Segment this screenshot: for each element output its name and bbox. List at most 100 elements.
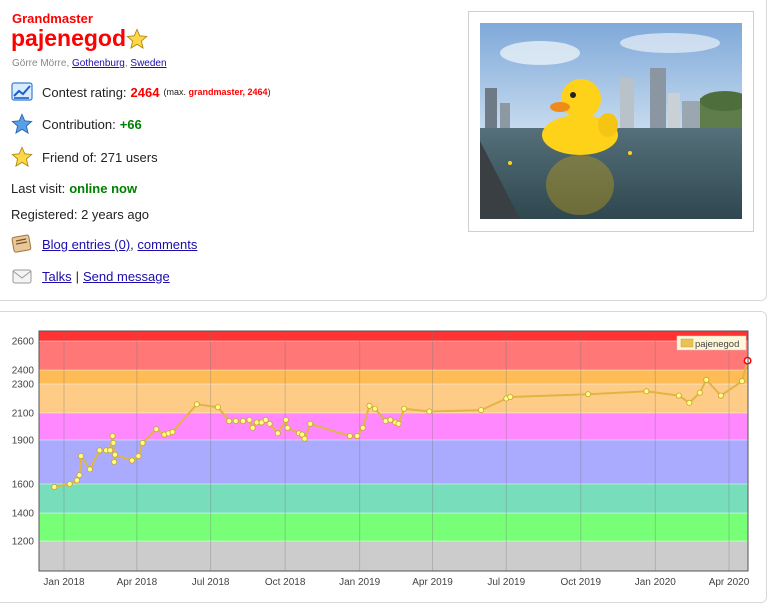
rating-band: [39, 341, 748, 370]
contest-rating-label: Contest rating:: [42, 84, 127, 100]
rating-point: [346, 433, 353, 440]
rating-point: [307, 420, 314, 427]
rating-band: [39, 331, 748, 341]
rating-point: [703, 376, 710, 383]
x-tick-label: Apr 2018: [117, 577, 158, 588]
rating-point: [76, 472, 83, 479]
send-message-link[interactable]: Send message: [83, 268, 170, 284]
blog-entries-link[interactable]: Blog entries (0): [42, 236, 131, 252]
rating-point: [354, 433, 361, 440]
rating-point: [109, 433, 116, 440]
max-rating-rank: grandmaster,: [188, 87, 246, 97]
talks-row: Talks | Send message: [11, 265, 170, 287]
rating-series: [51, 356, 752, 490]
friend-of-text: Friend of: 271 users: [42, 149, 158, 165]
user-handle[interactable]: pajenegod: [11, 25, 127, 51]
x-axis-ticks: Jan 2018 Apr 2018 Jul 2018 Oct 2018 Jan 2019…: [43, 577, 749, 588]
rating-point: [74, 477, 81, 484]
rating-point: [51, 483, 58, 490]
last-visit-value: online now: [69, 181, 138, 196]
rating-point: [675, 392, 682, 399]
rating-band: [39, 513, 748, 541]
y-tick-label: 2400: [12, 366, 35, 377]
city-link[interactable]: Gothenburg: [72, 58, 125, 69]
rating-point: [153, 426, 160, 433]
max-rating: (max. grandmaster, 2464): [163, 87, 270, 97]
rating-point: [284, 424, 291, 431]
avatar-photo: [480, 23, 742, 219]
blue-star-icon: [11, 113, 33, 135]
rating-point: [696, 389, 703, 396]
x-tick-label: Jan 2018: [43, 577, 85, 588]
rating-point: [78, 453, 85, 460]
rating-point: [382, 418, 389, 425]
y-tick-label: 1900: [12, 436, 35, 447]
comments-link[interactable]: comments: [137, 236, 198, 252]
rating-point: [371, 405, 378, 412]
x-tick-label: Jul 2018: [192, 577, 230, 588]
rating-point: [359, 424, 366, 431]
y-tick-label: 2600: [12, 337, 35, 348]
y-tick-label: 2100: [12, 409, 35, 420]
rating-point: [739, 378, 746, 385]
friend-of-row: Friend of: 271 users: [11, 146, 158, 168]
contest-rating-row: Contest rating: 2464 (max. grandmaster, …: [11, 81, 271, 103]
rating-band: [39, 413, 748, 440]
rating-band: [39, 384, 748, 413]
rating-chart: 1200 1400 1600 1900 2100 2300 2400 2600 Jan 201…: [12, 330, 752, 588]
rating-point: [274, 430, 281, 437]
y-tick-label: 1400: [12, 509, 35, 520]
gold-star-icon: [11, 146, 33, 168]
max-rating-suffix: ): [267, 87, 271, 97]
rating-band: [39, 370, 748, 384]
chart-legend: pajenegod: [676, 335, 747, 351]
talks-link[interactable]: Talks: [42, 268, 72, 284]
rating-point: [66, 480, 73, 487]
rating-point: [169, 428, 176, 435]
last-visit-row: Last visit: online now: [11, 181, 137, 196]
x-tick-label: Apr 2020: [709, 577, 750, 588]
rating-point: [717, 392, 724, 399]
x-tick-label: Jan 2019: [339, 577, 381, 588]
talks-separator: |: [75, 268, 80, 284]
rating-point: [585, 391, 592, 398]
contribution-value: +66: [119, 116, 142, 132]
rank-title: Grandmaster: [12, 11, 93, 26]
plot-frame: [38, 330, 749, 572]
legend-entry: pajenegod: [695, 339, 739, 350]
rating-point: [135, 453, 142, 460]
contribution-label: Contribution:: [42, 116, 116, 132]
rating-point: [214, 404, 221, 411]
rating-point: [395, 420, 402, 427]
rating-band: [39, 484, 748, 513]
rating-point: [96, 447, 103, 454]
legend-box: [676, 335, 747, 351]
rating-chart-icon: [11, 81, 33, 103]
y-tick-label: 1600: [12, 480, 35, 491]
rating-point: [507, 394, 514, 401]
envelope-icon: [11, 265, 33, 287]
rating-point: [266, 420, 273, 427]
rating-point: [401, 405, 408, 412]
registered-row: Registered: 2 years ago: [11, 207, 149, 222]
rating-point: [258, 419, 265, 426]
blog-icon: [11, 233, 33, 255]
rating-point: [686, 399, 693, 406]
x-tick-label: Apr 2019: [412, 577, 453, 588]
last-visit-label: Last visit:: [11, 181, 66, 196]
registered-text: Registered: 2 years ago: [11, 207, 150, 222]
rating-point: [107, 447, 114, 454]
rating-point: [226, 418, 233, 425]
rating-point: [139, 439, 146, 446]
country-link[interactable]: Sweden: [130, 58, 167, 69]
rating-point: [366, 402, 373, 409]
rating-point: [86, 466, 93, 473]
rating-point: [301, 435, 308, 442]
legend-swatch: [680, 338, 694, 348]
rating-point: [246, 416, 253, 423]
rating-point: [112, 451, 119, 458]
rating-point: [239, 418, 246, 425]
rating-point: [387, 416, 394, 423]
blog-row: Blog entries (0), comments: [11, 233, 197, 255]
chart-grid: [39, 331, 748, 571]
